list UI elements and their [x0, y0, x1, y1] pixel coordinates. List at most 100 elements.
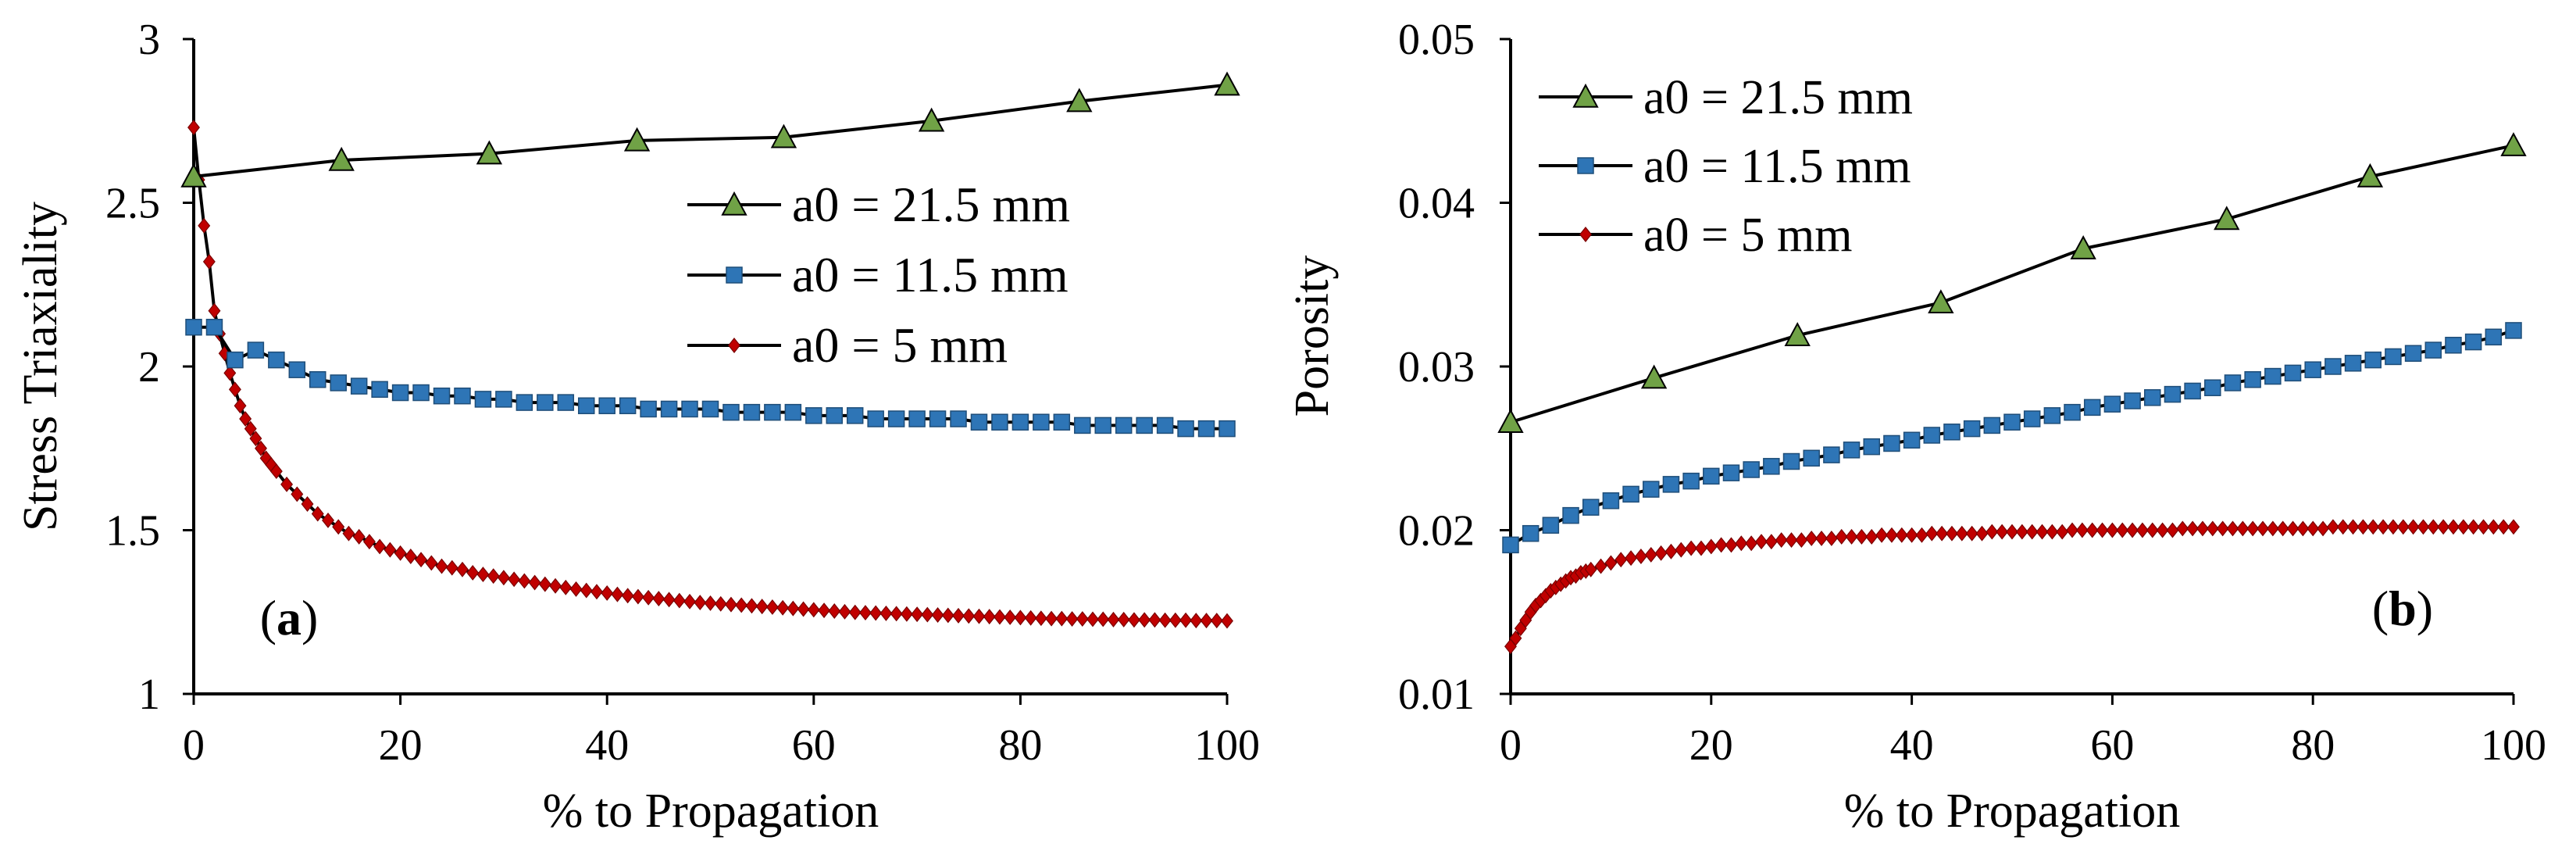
chart-b-point-diamond: [2085, 522, 2099, 538]
chart-a-point-diamond: [1127, 612, 1140, 628]
chart-b-point-square: [2184, 382, 2201, 400]
chart-a-y-ticks: 1 1.5 2 2.5 3: [105, 16, 194, 719]
chart-a-point-diamond: [187, 120, 200, 136]
chart-a-point-diamond: [776, 599, 790, 616]
chart-a-point-diamond: [456, 561, 469, 577]
chart-b-point-diamond: [1885, 527, 1898, 543]
chart-a-point-diamond: [352, 528, 366, 545]
chart-b-series-line-triangle: [1510, 144, 2514, 424]
chart-b-point-diamond: [1915, 527, 1928, 543]
chart-a-point-diamond: [208, 302, 221, 319]
chart-a-point-triangle: [180, 163, 207, 188]
chart-b-point-diamond: [2246, 520, 2260, 537]
chart-b-point-triangle: [2070, 235, 2096, 259]
chart-b-point-square: [1863, 438, 1880, 456]
chart-a-point-square: [598, 397, 615, 415]
chart-a-point-square: [247, 341, 265, 359]
chart-a-point-square: [846, 407, 864, 424]
chart-a-point-square: [1011, 413, 1029, 431]
chart-b-point-diamond: [1975, 525, 1989, 542]
chart-a-point-square: [1136, 416, 1153, 434]
chart-b-point-diamond: [2176, 520, 2189, 537]
chart-b-x-tick-label: 100: [2481, 721, 2546, 770]
chart-a-point-square: [268, 351, 285, 369]
chart-b-point-square: [1502, 536, 1519, 554]
chart-b-point-diamond: [2096, 522, 2109, 538]
chart-b-x-tick-label: 0: [1500, 721, 1522, 770]
stress-triaxiality-chart: 0 20 40 60 80 100 11.522.53 % to Propagation …: [14, 16, 1260, 838]
chart-b-point-diamond: [1745, 535, 1758, 552]
chart-b-point-square: [2124, 392, 2141, 409]
chart-a-point-diamond: [890, 606, 903, 622]
chart-a-point-diamond: [673, 592, 686, 609]
chart-a-point-diamond: [1045, 610, 1058, 627]
chart-b-point-diamond: [2307, 520, 2320, 537]
chart-b-y-tick-label: 0.04: [1398, 180, 1475, 228]
chart-b-point-diamond: [1594, 558, 1607, 574]
chart-b-point-square: [2043, 407, 2061, 424]
chart-a-point-diamond: [1065, 611, 1079, 627]
chart-b-point-diamond: [2116, 522, 2129, 538]
chart-b-point-square: [2404, 345, 2422, 362]
chart-b-point-square: [1703, 467, 1720, 485]
chart-b-point-square: [1682, 472, 1700, 490]
chart-b-point-diamond: [2336, 519, 2349, 535]
chart-b-point-diamond: [2075, 522, 2089, 538]
chart-b-point-diamond: [2477, 519, 2490, 535]
chart-a-point-square: [185, 318, 202, 336]
chart-a-point-diamond: [228, 381, 241, 398]
chart-a-point-diamond: [714, 595, 727, 612]
chart-a-y-tick-label: 1.5: [105, 507, 160, 556]
chart-a-point-square: [1033, 413, 1050, 431]
chart-b-point-square: [1582, 499, 1600, 516]
chart-a-point-square: [1156, 416, 1174, 434]
chart-b-point-diamond: [2056, 524, 2069, 540]
chart-b-point-square: [1602, 492, 1620, 509]
chart-a-point-square: [660, 400, 678, 418]
chart-b-point-square: [1522, 524, 1540, 542]
chart-a-point-square: [577, 397, 595, 415]
chart-a-point-diamond: [1055, 610, 1069, 627]
chart-b-point-square: [2204, 379, 2221, 396]
chart-a-point-diamond: [694, 595, 707, 611]
chart-b-legend-marker-triangle: [1572, 83, 1599, 108]
chart-a-point-square: [867, 410, 884, 427]
chart-a-point-diamond: [301, 496, 314, 512]
chart-b-point-diamond: [1755, 534, 1768, 550]
chart-a-point-diamond: [476, 567, 490, 583]
chart-a-x-tick-label: 0: [183, 721, 205, 770]
chart-b-x-ticks: 0 20 40 60 80 100: [1500, 694, 2546, 770]
chart-a-point-square: [784, 403, 802, 421]
chart-b-point-diamond: [1685, 540, 1698, 556]
chart-b-point-diamond: [2296, 520, 2310, 537]
chart-b-point-square: [1943, 424, 1961, 441]
chart-b-point-diamond: [2357, 519, 2370, 535]
porosity-chart: 0 20 40 60 80 100 0.01 0.02 0.03 0.04 0.05 % to P…: [1286, 16, 2546, 838]
chart-a-point-diamond: [724, 596, 737, 613]
chart-a-point-square: [205, 318, 223, 336]
chart-a-point-triangle: [770, 123, 797, 148]
chart-a-point-diamond: [848, 604, 862, 620]
chart-a-point-diamond: [879, 605, 893, 621]
chart-b-point-square: [2364, 351, 2382, 369]
chart-b-series-line-square: [1510, 329, 2514, 547]
chart-b-point-diamond: [2226, 520, 2239, 537]
chart-a-point-diamond: [223, 365, 237, 381]
chart-a-point-diamond: [384, 542, 397, 558]
chart-a-y-tick-label: 2.5: [105, 180, 160, 228]
chart-b-point-diamond: [1965, 525, 1978, 542]
chart-a-y-label: Stress Triaxiality: [14, 202, 67, 531]
chart-a-point-diamond: [662, 592, 676, 608]
chart-a-point-diamond: [1158, 612, 1172, 628]
chart-b-point-diamond: [1584, 561, 1597, 577]
chart-a-point-diamond: [972, 608, 986, 624]
chart-a-point-square: [722, 403, 740, 421]
chart-b-point-diamond: [2446, 519, 2460, 535]
chart-a-point-diamond: [1014, 610, 1027, 626]
chart-a-point-square: [1074, 416, 1091, 434]
chart-b-point-diamond: [1664, 543, 1678, 559]
chart-b-point-diamond: [2386, 519, 2399, 535]
chart-a-point-square: [330, 374, 347, 391]
chart-b-x-tick-label: 40: [1890, 721, 1934, 770]
chart-a-point-diamond: [745, 598, 758, 614]
